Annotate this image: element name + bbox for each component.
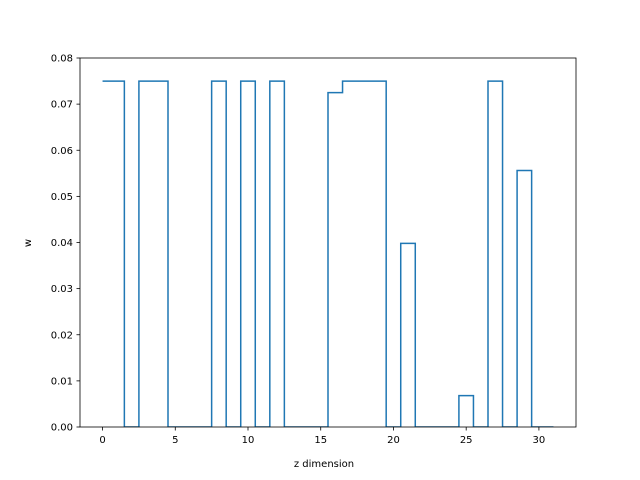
x-tick-label: 5 — [172, 435, 178, 446]
x-tick-label: 15 — [314, 435, 327, 446]
y-tick-label: 0.04 — [51, 238, 73, 249]
x-tick-label: 30 — [533, 435, 546, 446]
x-axis: 0 5 10 15 20 25 30 — [99, 427, 545, 446]
x-tick-label: 20 — [387, 435, 400, 446]
y-axis-label: w — [23, 239, 34, 247]
y-tick-label: 0.03 — [51, 284, 73, 295]
y-tick-label: 0.07 — [51, 100, 73, 111]
plot-area — [79, 57, 577, 428]
y-tick-label: 0.08 — [51, 54, 73, 65]
series-line-0 — [102, 80, 554, 427]
x-axis-label: z dimension — [294, 459, 354, 470]
x-tick-label: 25 — [460, 435, 473, 446]
y-tick-label: 0.02 — [51, 330, 73, 341]
y-tick-label: 0.01 — [51, 376, 73, 387]
y-tick-label: 0.06 — [51, 146, 73, 157]
y-tick-label: 0.00 — [51, 423, 73, 434]
y-axis: 0.00 0.01 0.02 0.03 0.04 0.05 0.06 0.07 0.08 — [51, 54, 80, 434]
y-tick-label: 0.05 — [51, 192, 73, 203]
x-tick-label: 0 — [99, 435, 105, 446]
x-tick-label: 10 — [242, 435, 255, 446]
